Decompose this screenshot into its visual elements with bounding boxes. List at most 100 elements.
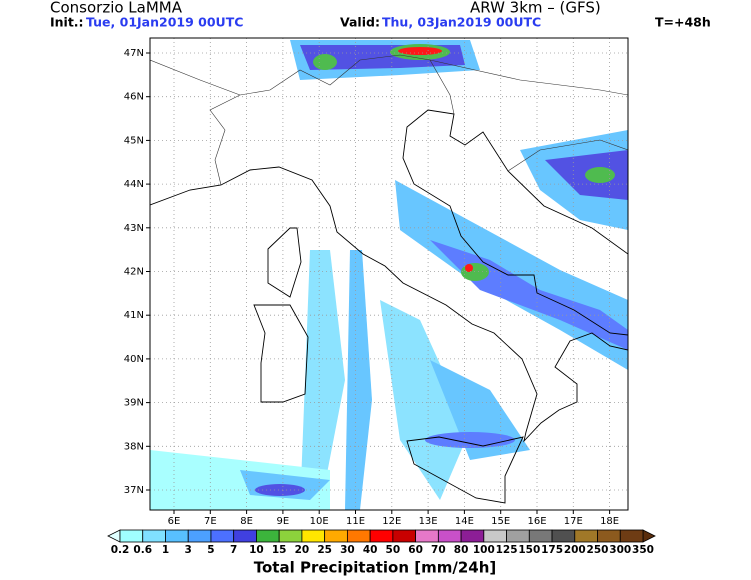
colorbar-label: 150 — [518, 544, 540, 556]
lat-label: 47N — [124, 48, 144, 59]
colorbar-label: 7 — [230, 544, 237, 556]
colorbar-label: 3 — [185, 544, 192, 556]
colorbar-box — [597, 529, 621, 543]
rain-band — [300, 250, 345, 510]
colorbar-label: 5 — [207, 544, 214, 556]
lat-label: 37N — [124, 485, 144, 496]
lat-label: 44N — [124, 179, 144, 190]
colorbar-box — [187, 529, 212, 543]
colorbar-box — [460, 529, 485, 543]
lon-label: 14E — [455, 516, 474, 527]
colorbar-box — [233, 529, 257, 543]
colorbar-box — [619, 529, 644, 543]
lat-label: 40N — [124, 354, 144, 365]
colorbar-box — [392, 529, 417, 543]
lat-label: 43N — [124, 223, 144, 234]
colorbar-box — [324, 529, 348, 543]
lat-label: 41N — [124, 310, 144, 321]
lat-label: 38N — [124, 441, 144, 452]
colorbar-box — [483, 529, 507, 543]
colorbar-box — [165, 529, 189, 543]
init-label: Init.: — [50, 15, 84, 30]
colorbar-label: 80 — [454, 544, 469, 556]
colorbar-label: 0.2 — [111, 544, 130, 556]
lon-label: 17E — [564, 516, 583, 527]
colorbar-label: 1 — [162, 544, 169, 556]
colorbar-box — [437, 529, 462, 543]
rain-band — [380, 300, 470, 500]
colorbar-label: 175 — [541, 544, 563, 556]
colorbar-label: 125 — [496, 544, 518, 556]
lat-label: 46N — [124, 92, 144, 103]
lead-time: T=+48h — [655, 15, 711, 30]
lon-label: 13E — [419, 516, 438, 527]
colorbar-label: 25 — [317, 544, 332, 556]
colorbar-box — [142, 529, 166, 543]
lon-label: 15E — [491, 516, 510, 527]
lat-label: 42N — [124, 267, 144, 278]
colorbar-label: 300 — [609, 544, 631, 556]
border-alps — [150, 54, 628, 186]
lon-label: 6E — [168, 516, 181, 527]
lat-label: 45N — [124, 135, 144, 146]
rain-band — [345, 250, 372, 510]
colorbar-box — [415, 529, 439, 543]
rain-core — [313, 54, 337, 70]
lon-label: 16E — [527, 516, 546, 527]
rain-area — [255, 484, 305, 496]
lon-label: 12E — [382, 516, 401, 527]
lon-label: 10E — [310, 516, 329, 527]
colorbar-label: 250 — [587, 544, 609, 556]
rain-core — [585, 167, 615, 183]
valid-label: Valid: — [340, 15, 380, 30]
rain-area — [425, 432, 515, 448]
colorbar-box — [256, 529, 280, 543]
colorbar-box — [301, 529, 326, 543]
lon-label: 8E — [240, 516, 253, 527]
lon-label: 18E — [600, 516, 619, 527]
valid-value: Thu, 03Jan2019 00UTC — [382, 15, 541, 30]
coastline-corsica — [267, 227, 302, 298]
colorbar-label: 350 — [632, 544, 654, 556]
colorbar-box — [574, 529, 598, 543]
colorbar-label: 15 — [272, 544, 287, 556]
rain-core — [465, 264, 473, 272]
coastline-sardinia — [253, 304, 309, 403]
colorbar: 0.2 0.6 1 3 5 7 10 15 20 25 30 40 50 60 70 80 100 125 150 1… — [107, 529, 656, 556]
precipitation-field — [150, 38, 628, 510]
colorbar-label: 200 — [564, 544, 586, 556]
colorbar-box — [528, 529, 553, 543]
colorbar-title: Total Precipitation [mm/24h] — [254, 559, 497, 577]
lon-label: 11E — [346, 516, 365, 527]
rain-core — [398, 47, 442, 55]
rain-core — [461, 263, 489, 281]
coastline-sicily — [406, 436, 524, 504]
colorbar-box — [369, 529, 394, 543]
init-value: Tue, 01Jan2019 00UTC — [86, 15, 243, 30]
colorbar-box — [346, 529, 371, 543]
lon-label: 9E — [277, 516, 290, 527]
colorbar-label: 0.6 — [133, 544, 152, 556]
colorbar-label: 30 — [340, 544, 355, 556]
title: Consorzio LaMMA — [50, 0, 183, 17]
colorbar-box — [210, 529, 235, 543]
lon-label: 7E — [204, 516, 217, 527]
colorbar-label: 50 — [386, 544, 401, 556]
lat-label: 39N — [124, 398, 144, 409]
colorbar-arrow-right — [642, 529, 656, 543]
colorbar-label: 40 — [363, 544, 378, 556]
colorbar-box — [278, 529, 303, 543]
colorbar-label: 100 — [473, 544, 495, 556]
colorbar-box — [551, 529, 576, 543]
model: ARW 3km – (GFS) — [470, 0, 601, 17]
colorbar-arrow-left — [107, 529, 121, 543]
coastline-italy — [150, 109, 628, 443]
colorbar-label: 20 — [295, 544, 310, 556]
colorbar-label: 10 — [249, 544, 264, 556]
colorbar-box — [119, 529, 144, 543]
colorbar-label: 70 — [431, 544, 446, 556]
colorbar-label: 60 — [408, 544, 423, 556]
colorbar-box — [506, 529, 530, 543]
